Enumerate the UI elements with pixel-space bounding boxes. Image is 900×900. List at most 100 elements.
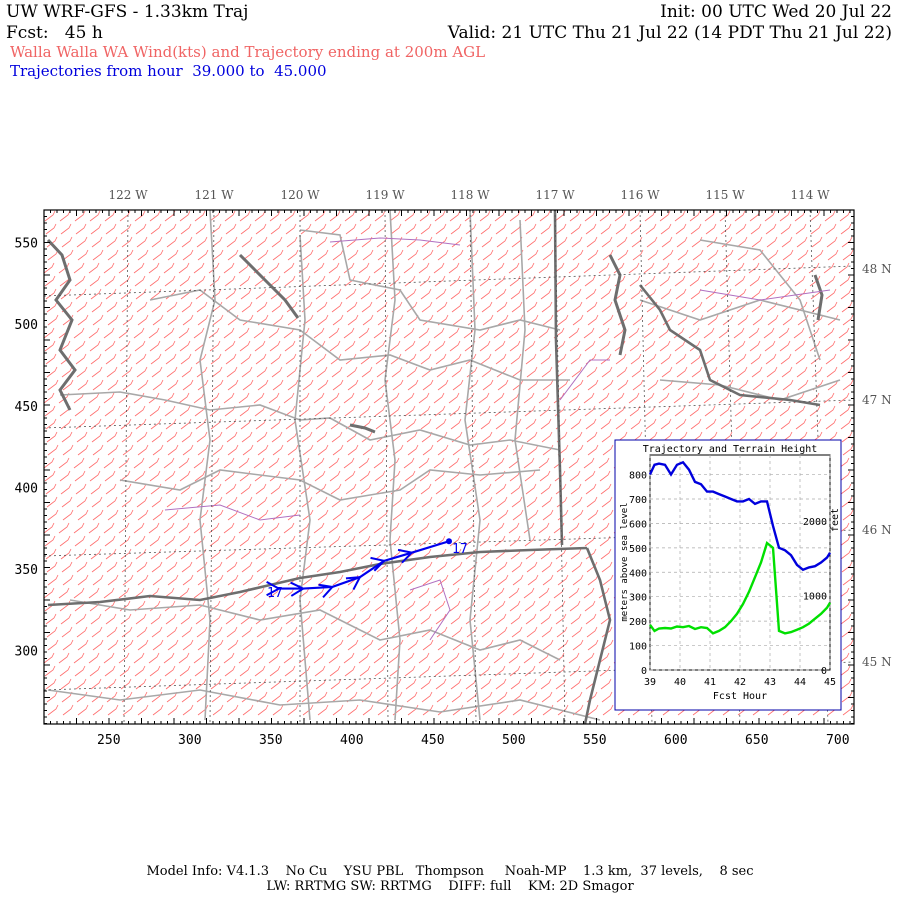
wind-barb (90, 613, 102, 625)
wind-barb (572, 509, 584, 521)
wind-barb (825, 353, 837, 365)
wind-barb (58, 522, 70, 534)
wind-barb (557, 314, 569, 326)
wind-barb (629, 340, 641, 352)
wind-barb (720, 288, 732, 300)
wind-barb (479, 535, 491, 547)
trajectory (266, 538, 452, 599)
wind-barb (180, 613, 192, 625)
wind-barb (600, 678, 612, 690)
wind-barb (405, 418, 417, 430)
wind-barb (840, 418, 852, 430)
lake (238, 253, 300, 319)
wind-barb (404, 340, 416, 352)
wind-barb (541, 236, 553, 248)
wind-barb (766, 366, 778, 378)
wind-barb (270, 418, 282, 430)
wind-barb (437, 249, 449, 261)
wind-barb (62, 249, 74, 261)
wind-barb (179, 340, 191, 352)
wind-barb (300, 613, 312, 625)
wind-barb (285, 678, 297, 690)
wind-barb (332, 314, 344, 326)
wind-barb (677, 249, 689, 261)
wind-barb (103, 652, 115, 664)
wind-barb (434, 600, 446, 612)
wind-barb (182, 444, 194, 456)
wind-barb (60, 418, 72, 430)
wind-barb (418, 457, 430, 469)
wind-barb (512, 509, 524, 521)
wind-barb (286, 691, 298, 703)
wind-barb (452, 574, 464, 586)
wind-barb (421, 496, 433, 508)
wind-barb (374, 340, 386, 352)
wind-barb (733, 327, 745, 339)
wind-barb (256, 236, 268, 248)
wind-barb (150, 483, 162, 495)
wind-barb (496, 366, 508, 378)
valid-time: Valid: 21 UTC Thu 21 Jul 22 (14 PDT Thu … (447, 23, 892, 43)
wind-barb (269, 600, 281, 612)
wind-barb (61, 366, 73, 378)
wind-barb (316, 626, 328, 638)
wind-barb (422, 379, 434, 391)
minor-boundary (559, 359, 610, 401)
wind-barb (497, 379, 509, 391)
wind-barb (105, 613, 117, 625)
wind-barb (689, 340, 701, 352)
wind-barb (388, 392, 400, 404)
wind-barb (617, 314, 629, 326)
longitude-label: 115 W (705, 188, 745, 202)
wind-barb (526, 496, 538, 508)
wind-barb (286, 301, 298, 313)
wind-barb (120, 678, 132, 690)
wind-barb (767, 314, 779, 326)
wind-barb (466, 691, 478, 703)
wind-barb (599, 275, 611, 287)
wind-barb (839, 665, 851, 677)
wind-barb (630, 418, 642, 430)
wind-barb (211, 431, 223, 443)
wind-barb (541, 496, 553, 508)
longitude-line (123, 210, 129, 724)
wind-barb (703, 327, 715, 339)
wind-barb (225, 288, 237, 300)
wind-barb (347, 379, 359, 391)
wind-barb (62, 379, 74, 391)
wind-barb (149, 535, 161, 547)
wind-barb (227, 314, 239, 326)
wind-barb (241, 366, 253, 378)
wind-barb (644, 210, 656, 222)
longitude-line (724, 210, 741, 724)
wind-barb (538, 392, 550, 404)
wind-barb (838, 522, 850, 534)
wind-barb (59, 470, 71, 482)
wind-barb (272, 639, 284, 651)
wind-barb (512, 704, 524, 716)
wind-barb (420, 613, 432, 625)
wind-barb (150, 418, 162, 430)
wind-barb (148, 522, 160, 534)
wind-barb (241, 301, 253, 313)
wind-barb (332, 574, 344, 586)
wind-barb (182, 249, 194, 261)
wind-barb (284, 600, 296, 612)
wind-barb (225, 678, 237, 690)
wind-barb (526, 626, 538, 638)
wind-barb (242, 314, 254, 326)
wind-barb (570, 613, 582, 625)
inset-x-tick-label: 43 (764, 677, 776, 688)
wind-barb (734, 405, 746, 417)
wind-barb (226, 496, 238, 508)
wind-barb (388, 522, 400, 534)
wind-barb (316, 301, 328, 313)
wind-barb (750, 288, 762, 300)
wind-barb (134, 535, 146, 547)
wind-barb (407, 509, 419, 521)
wind-barb (465, 613, 477, 625)
wind-barb (360, 613, 372, 625)
wind-barb (136, 691, 148, 703)
wind-barb (285, 223, 297, 235)
wind-barb (570, 483, 582, 495)
